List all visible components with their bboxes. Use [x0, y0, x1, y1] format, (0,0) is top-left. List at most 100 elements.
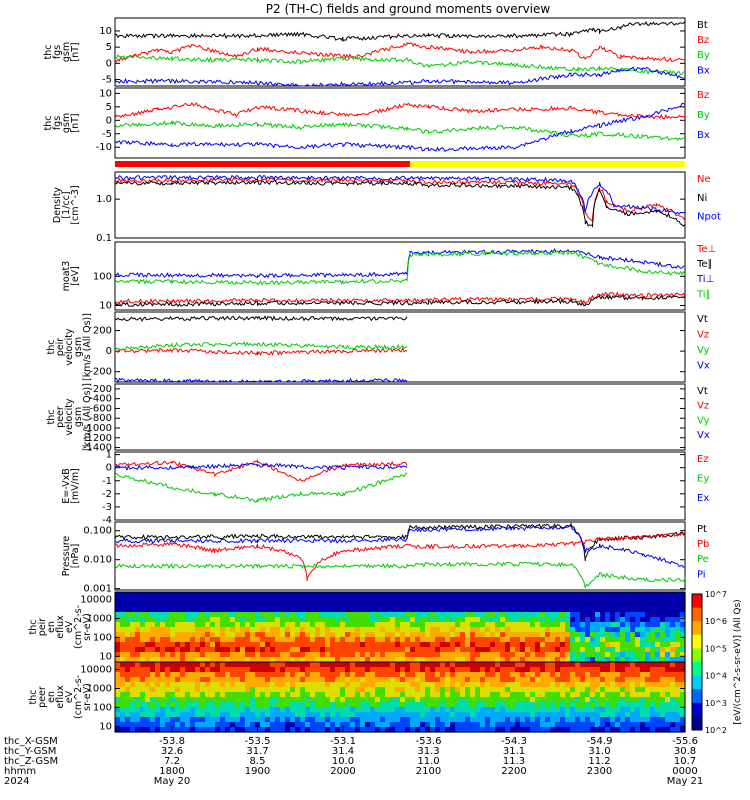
y-tick-label: -200 [89, 367, 112, 378]
y-tick-label: 10 [99, 88, 112, 99]
legend-Ey: Ey [697, 473, 709, 484]
legend-Bx: Bx [697, 65, 710, 76]
y-tick-label: 1.0 [96, 194, 112, 205]
time-row-label: thc_Z-GSM [4, 756, 58, 767]
series-Ti∥ [114, 250, 686, 286]
y-tick-label: 1000 [87, 613, 112, 624]
y-axis-label: thc [46, 410, 57, 425]
panel-8: 0.001 0.010 0.100 Pressure[nPa] Pt Pb Pe Pi [61, 521, 709, 595]
y-axis-label: [nT] [70, 42, 81, 61]
y-axis-label: eV [64, 620, 75, 633]
legend-Te∥: Te∥ [696, 259, 713, 270]
colorbar-segment [692, 634, 702, 649]
y-tick-label: -5 [102, 75, 112, 86]
y-axis-label: eflux [55, 615, 66, 639]
series-Ez [114, 459, 408, 482]
panel-frame [114, 383, 686, 451]
y-tick-label: 10 [99, 721, 112, 732]
y-tick-label: 1 [106, 450, 112, 461]
panel-frame [114, 661, 686, 733]
y-tick-label: 10 [99, 26, 112, 37]
y-axis-label: [nPa] [70, 544, 81, 569]
y-axis-label: fgs [52, 116, 63, 130]
time-row-value: -54.9 [587, 736, 613, 747]
y-tick-label: 1000 [87, 683, 112, 694]
panel-frame [114, 171, 686, 239]
series-Ti⊥ [114, 247, 686, 279]
panel-frame [114, 87, 686, 159]
series-Ex [114, 462, 408, 471]
colorbar-label: [eV/(cm^2-s-sr-eV)] (All Qs) [733, 599, 743, 724]
series-Pb [114, 531, 686, 581]
colorbar-segment [692, 607, 702, 622]
time-row-value: 2300 [587, 766, 612, 777]
y-tick-label: 10000 [80, 595, 112, 606]
y-tick-label: -1200 [83, 433, 112, 444]
legend-Bz: Bz [697, 35, 709, 46]
colorbar: 10^2 10^3 10^4 10^5 10^6 10^7 [eV/(cm^2-s-sr-e… [691, 590, 743, 735]
colorbar-segment [692, 594, 702, 609]
y-tick-label: -800 [89, 413, 112, 424]
colorbar-tick: 10^2 [705, 726, 727, 735]
legend-Ez: Ez [697, 454, 709, 465]
colorbar-segment [692, 716, 702, 731]
y-tick-label: 10000 [80, 665, 112, 676]
y-tick-label: -1 [102, 476, 112, 487]
y-axis-label: gsm [73, 337, 84, 357]
y-tick-label: -4 [102, 515, 112, 526]
colorbar-segment [692, 621, 702, 636]
panel-6: -200-400-600-800-1000-1200-1400 thcpeerve… [46, 383, 710, 454]
y-axis-label: thc [43, 45, 54, 60]
time-row-value: -53.6 [416, 736, 442, 747]
y-tick-label: 0 [106, 463, 112, 474]
panel-9: 10 100 1000 10000 thcpeirenefluxeV(cm^2-s-sr… [28, 591, 686, 663]
y-axis-label: [km/s (All Qs)] [82, 383, 93, 451]
legend-Vt: Vt [697, 314, 708, 325]
y-axis-label: E=-VxB [61, 468, 72, 503]
y-tick-label: 0.010 [83, 555, 112, 566]
mode-segment-1 [409, 161, 685, 167]
y-tick-label: 5 [106, 102, 112, 113]
legend-By: By [697, 110, 710, 121]
y-axis-label: gsm [73, 407, 84, 427]
legend-Bz: Bz [697, 90, 709, 101]
time-row-value: -53.1 [330, 736, 356, 747]
time-row-label: thc_Y-GSM [4, 746, 56, 757]
time-row-value: 11.0 [417, 756, 439, 767]
y-axis-label: en [46, 621, 57, 633]
y-tick-label: 200 [93, 326, 112, 337]
colorbar-tick: 10^6 [705, 617, 727, 626]
time-row-value: May 21 [667, 776, 704, 787]
y-tick-label: -5 [102, 129, 112, 140]
panel-3: 0.1 1.0 Density[1/cc][cm^-3] Ne Ni Npot [52, 171, 721, 244]
y-axis-label: (cm^2-s- [73, 605, 84, 649]
time-row-value: 11.3 [503, 756, 525, 767]
legend-Pi: Pi [697, 569, 706, 580]
y-tick-label: -1400 [83, 443, 112, 454]
time-row-value: 31.0 [588, 746, 610, 757]
legend-Te⊥: Te⊥ [696, 244, 716, 255]
y-axis-label: gsm [61, 113, 72, 133]
time-row-value: 0000 [672, 766, 697, 777]
y-tick-label: 0.1 [96, 233, 112, 244]
figure-title: P2 (TH-C) fields and ground moments over… [266, 2, 551, 16]
colorbar-tick: 10^4 [705, 672, 727, 681]
series-By [114, 120, 686, 142]
y-tick-label: 0.100 [83, 526, 112, 537]
time-row-value: 10.0 [332, 756, 354, 767]
panel-frame [114, 451, 686, 521]
time-row-value: 1900 [245, 766, 270, 777]
y-tick-label: -600 [89, 403, 112, 414]
y-tick-label: 100 [93, 632, 112, 643]
time-row-label: 2024 [4, 776, 29, 787]
time-row-label: hhmm [4, 766, 36, 777]
y-tick-label: 5 [106, 42, 112, 53]
time-row-label: thc_X-GSM [4, 736, 58, 747]
panel-10: 10 100 1000 10000 thcpeerenefluxeV(cm^2-s-sr… [28, 661, 686, 733]
time-row-value: 31.1 [503, 746, 525, 757]
series-Bx [114, 66, 686, 87]
y-axis-label: peir [55, 338, 66, 357]
y-axis-label: [eV] [70, 266, 81, 286]
legend-Ex: Ex [697, 493, 709, 504]
